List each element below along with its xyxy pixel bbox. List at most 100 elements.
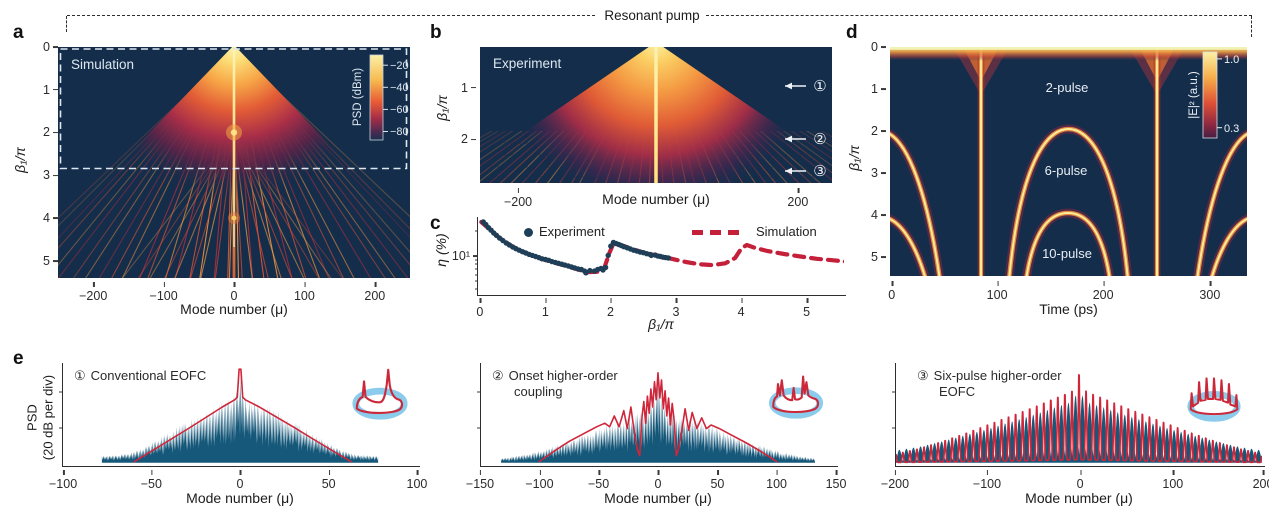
tick-label: −150 [465, 470, 495, 491]
tick-label: −100 [972, 470, 1002, 491]
tick-label: 50 [710, 470, 725, 491]
panel-b-center-line-core [655, 47, 657, 183]
panel-c-axes [477, 217, 846, 296]
experiment-data-point [648, 252, 654, 259]
resonant-pump-bracket-right [1251, 16, 1252, 37]
panel-e3-spectrum [896, 374, 1262, 464]
tick-label: 3 [871, 165, 878, 180]
region-label-6pulse: 6-pulse [1045, 163, 1088, 178]
tick-label: −100 [149, 282, 178, 303]
tick-label: −200 [503, 188, 533, 209]
panel-d-yaxis: 0 1 2 3 4 5 [858, 41, 886, 276]
panel-a-colorbar: −20 −40 −60 −80 PSD (dBm) [352, 54, 409, 141]
tick-label: 300 [1199, 281, 1221, 302]
tick-label: 0 [871, 39, 878, 54]
panel-a-xlabel: Mode number (μ) [180, 301, 288, 317]
tick-label: 0 [43, 39, 50, 54]
tick-label: 4 [737, 298, 745, 319]
tick-label: 2 [461, 132, 468, 147]
panel-a-yaxis: 0 1 2 3 4 5 [26, 41, 58, 278]
microring-two-pulse-icon [352, 368, 408, 420]
tick-label: 0 [476, 298, 484, 319]
tick-label: 1 [541, 298, 549, 319]
ring-pulse-trace [355, 368, 404, 415]
tick-label: 100 [293, 282, 315, 303]
panel-letter-c: c [430, 213, 441, 234]
tick-label: 200 [787, 188, 809, 209]
panel-e2-xaxis: −150 −100 −50 0 50 100 150 [466, 470, 846, 491]
experiment-data-point [587, 267, 593, 274]
panel-d-top-strip [890, 47, 1247, 50]
panel-b-heatmap: Experiment ① ② ③ [480, 47, 832, 183]
panel-c-yaxis: 10¹ [446, 219, 478, 294]
panel-b-annotation-3: ③ [785, 163, 827, 180]
panel-d-pulse-arcs [890, 124, 1247, 276]
tick-label: −50 [140, 470, 162, 491]
tick-label: 100 [986, 281, 1008, 302]
panel-e3-title-text2: EOFC [939, 384, 976, 400]
tick-label: 0 [654, 470, 662, 491]
panel-e3-title-text: Six-pulse higher-order [933, 368, 1062, 383]
tick-label: 3 [672, 298, 680, 319]
panel-d-background [890, 47, 1247, 276]
tick-label: −100 [48, 470, 78, 491]
tick-label: 5 [871, 249, 878, 264]
tick-label: 4 [871, 207, 878, 222]
colorbar-label: |E|² (a.u.) [1188, 71, 1200, 119]
tick-label: 1 [43, 82, 50, 97]
tick-label: −50 [587, 470, 610, 491]
panel-e2-title-text2: coupling [514, 384, 563, 400]
panel-e1-xaxis: −100 −50 0 50 100 [49, 470, 427, 491]
panel-letter-b: b [430, 22, 442, 43]
panel-a-xaxis: −200 −100 0 100 200 [58, 282, 410, 303]
tick-label: 0 [236, 470, 244, 491]
tick-label: −200 [79, 282, 108, 303]
circled-number-1: ① [74, 368, 86, 383]
circled-number-2: ② [813, 131, 826, 148]
panel-e2-axes [480, 363, 838, 467]
spectrum-blue-trace [501, 381, 815, 463]
tick-label: 5 [803, 298, 811, 319]
region-label-10pulse: 10-pulse [1042, 246, 1092, 261]
panel-b-annotation-1: ① [785, 78, 827, 95]
tick-label: 5 [43, 253, 50, 268]
panel-e2-yaxis [448, 363, 480, 466]
panel-a-center-line-core [233, 47, 235, 247]
panel-e1-yaxis [30, 363, 62, 466]
resonant-pump-line-right [706, 15, 1252, 16]
tick-label: 150 [825, 470, 847, 491]
panel-c-plot [479, 219, 844, 276]
panel-a-hotspot2 [231, 215, 237, 221]
panel-letter-d: d [846, 22, 858, 43]
tick-label: −200 [880, 470, 910, 491]
panel-b-inner-label: Experiment [493, 56, 562, 71]
tick-label: 1 [871, 81, 878, 96]
panel-e2-xlabel: Mode number (μ) [604, 490, 712, 506]
region-label-2pulse: 2-pulse [1046, 80, 1089, 95]
tick-label: −100 [525, 470, 554, 491]
colorbar-label: PSD (dBm) [352, 68, 364, 126]
colorbar-tick: −40 [390, 82, 409, 94]
legend-experiment-marker [524, 228, 533, 237]
legend-experiment-label: Experiment [539, 224, 605, 239]
panel-e3-xlabel: Mode number (μ) [1025, 490, 1133, 506]
panel-a-dashed-region-box [59, 48, 408, 170]
ring-pulse-trace [1189, 377, 1239, 416]
tick-label: 3 [43, 168, 50, 183]
tick-label: 4 [43, 210, 50, 225]
resonant-pump-label: Resonant pump [604, 8, 700, 23]
panel-c-xlabel: β₁/π [648, 316, 674, 332]
panel-e3-title: ③ Six-pulse higher-order EOFC [917, 368, 1062, 401]
panel-d-colorbar: 1.0 0.3 |E|² (a.u.) [1188, 51, 1239, 139]
spectrum-red-trace [538, 372, 778, 463]
panel-e3-yaxis [863, 363, 895, 466]
colorbar-tick: 1.0 [1224, 54, 1239, 66]
experiment-data-point [602, 264, 609, 271]
tick-label: 50 [321, 470, 336, 491]
panel-b-xlabel: Mode number (μ) [602, 191, 710, 207]
panel-a-heatmap: Simulation −20 −40 −60 −80 PSD (dBm) [58, 47, 410, 278]
tick-label: 10¹ [451, 248, 470, 263]
tick-label: 200 [1253, 470, 1269, 491]
panel-d-xaxis: 0 100 200 300 [888, 281, 1247, 302]
